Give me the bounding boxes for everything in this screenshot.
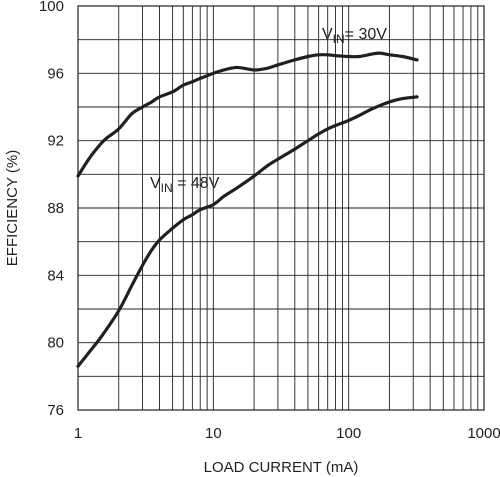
series-lines bbox=[76, 51, 419, 368]
y-tick-label: 100 bbox=[39, 0, 64, 15]
series-line-vin-48v bbox=[76, 95, 419, 368]
y-tick-label: 92 bbox=[47, 133, 64, 150]
y-tick-label: 80 bbox=[47, 335, 64, 352]
grid bbox=[78, 6, 484, 410]
series-line-vin-30v bbox=[76, 51, 419, 178]
tick-labels: 1 10 100 1000 76 80 84 88 92 96 100 bbox=[39, 0, 500, 442]
y-tick-label: 96 bbox=[47, 65, 64, 82]
x-tick-label: 100 bbox=[336, 425, 361, 442]
x-tick-label: 10 bbox=[205, 425, 222, 442]
y-axis-label: EFFICIENCY (%) bbox=[4, 150, 21, 266]
x-axis-label: LOAD CURRENT (mA) bbox=[204, 459, 359, 476]
y-tick-label: 88 bbox=[47, 200, 64, 217]
x-tick-label: 1 bbox=[74, 425, 82, 442]
series-label-vin-30v: VIN= 30V bbox=[322, 26, 387, 46]
y-tick-label: 84 bbox=[47, 267, 64, 284]
series-label-vin-48v: VIN = 48V bbox=[150, 175, 220, 195]
x-tick-label: 1000 bbox=[467, 425, 500, 442]
plot-frame bbox=[77, 5, 485, 411]
y-tick-label: 76 bbox=[47, 402, 64, 419]
